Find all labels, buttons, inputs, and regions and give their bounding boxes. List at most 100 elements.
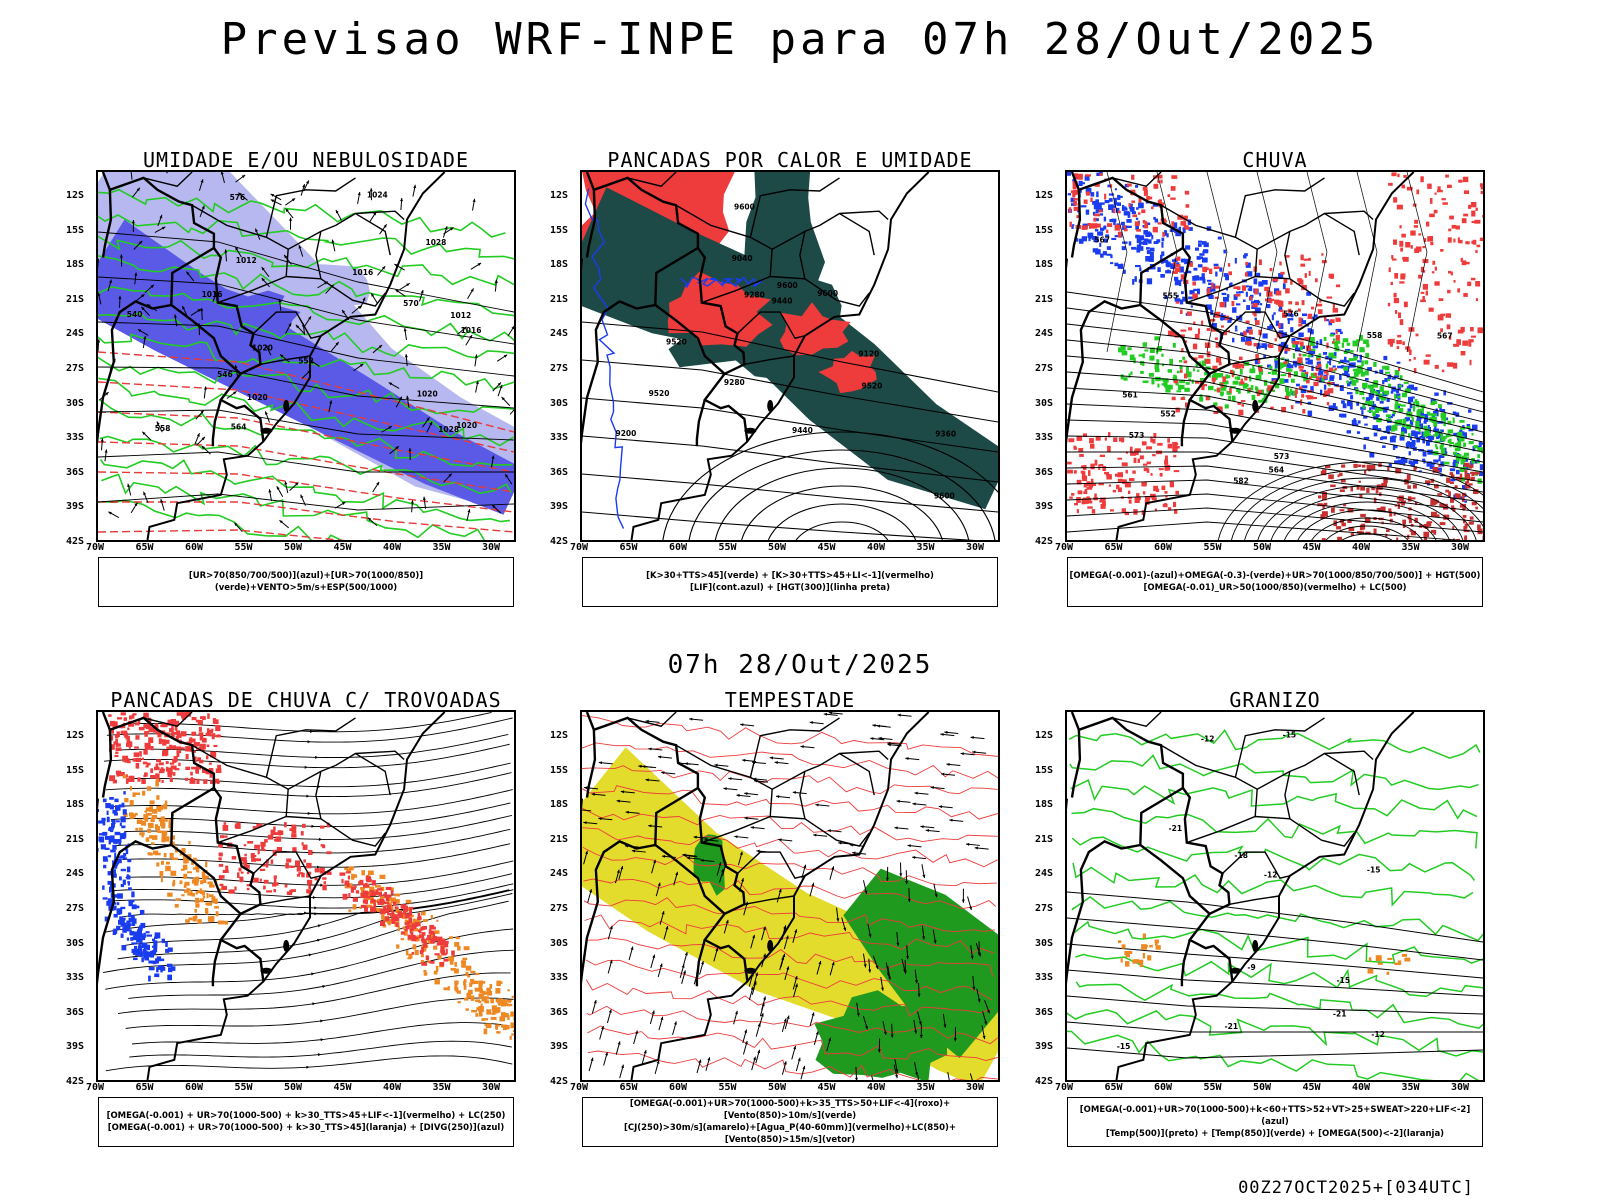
thunderstorm-area — [169, 744, 172, 750]
convective-area — [446, 958, 451, 962]
strong-omega-area — [1172, 342, 1176, 348]
humid-ascent-area — [1210, 318, 1216, 322]
humid-ascent-area — [1181, 348, 1184, 353]
humid-ascent-area — [1353, 463, 1358, 468]
wind-vector-head — [741, 878, 744, 882]
thunderstorm-area — [169, 728, 174, 733]
strong-omega-area — [1417, 408, 1423, 412]
humid-ascent-area — [1171, 175, 1178, 179]
omega-rain-area — [1296, 383, 1300, 387]
hgt500-low-contour — [1325, 525, 1409, 540]
humid-ascent-area — [1298, 323, 1303, 327]
omega-rain-area — [1225, 288, 1228, 291]
latitude-label: 21S — [550, 293, 569, 305]
strong-omega-area — [1362, 382, 1368, 388]
omega-rain-area — [1298, 332, 1304, 338]
contour-value-label: 9360 — [935, 429, 956, 438]
omega-rain-area — [1408, 397, 1412, 404]
convective-area — [389, 898, 394, 902]
humid-ascent-area — [1201, 386, 1205, 391]
humid-ascent-area — [1078, 448, 1084, 452]
divergence-area — [146, 951, 149, 957]
humid-ascent-area — [1090, 197, 1093, 202]
strong-omega-area — [1369, 385, 1374, 392]
wind-vector-head — [794, 983, 798, 988]
omega-rain-area — [1278, 273, 1284, 280]
divergence-area — [133, 931, 138, 938]
humid-ascent-area — [1125, 451, 1128, 454]
omega-rain-area — [1347, 392, 1353, 395]
convective-area — [480, 1006, 484, 1012]
omega-rain-area — [1410, 461, 1415, 467]
thunderstorm-area — [155, 731, 159, 735]
thunderstorm-area — [190, 738, 196, 743]
thunderstorm-area — [110, 744, 115, 750]
thunderstorm-area — [170, 765, 177, 770]
humid-ascent-area — [1108, 484, 1111, 487]
humid-ascent-area — [1283, 361, 1288, 365]
convective-area — [191, 892, 195, 897]
thunderstorm-area — [165, 766, 169, 772]
omega-rain-area — [1254, 317, 1257, 321]
divergence-area — [138, 943, 142, 948]
thunderstorm-area — [135, 722, 140, 726]
wind-vector-head — [673, 1021, 677, 1025]
humid-ascent-area — [1303, 258, 1309, 261]
state-border — [253, 851, 322, 880]
strong-omega-area — [1385, 414, 1391, 418]
wind-vector-head — [161, 226, 166, 230]
humid-ascent-area — [1339, 509, 1345, 512]
contour-value-label: 564 — [1269, 466, 1285, 475]
convective-area — [511, 995, 514, 999]
longitude-label: 70W — [86, 542, 105, 553]
wind-vector-head — [261, 277, 265, 282]
strong-omega-area — [1459, 420, 1465, 423]
thunderstorm-area — [322, 877, 327, 880]
convective-area — [484, 1000, 490, 1004]
omega-rain-area — [1312, 345, 1319, 349]
precipitable-water-contour — [585, 937, 994, 977]
divergence-area — [99, 833, 103, 836]
thunderstorm-area — [430, 926, 436, 930]
thunderstorm-area — [359, 879, 364, 886]
strong-omega-area — [1239, 368, 1243, 375]
thunderstorm-area — [411, 926, 417, 929]
state-border — [744, 895, 795, 905]
temp850-contour — [1075, 981, 1483, 1030]
state-border — [749, 717, 840, 778]
strong-omega-area — [1285, 386, 1289, 392]
thunderstorm-area — [116, 731, 120, 737]
thunderstorm-area — [199, 734, 204, 741]
thunderstorm-area — [113, 741, 118, 745]
thunderstorm-area — [290, 889, 296, 892]
humid-ascent-area — [1117, 478, 1123, 482]
strong-omega-area — [1299, 346, 1303, 350]
omega-rain-area — [1116, 202, 1121, 206]
convective-area — [471, 1010, 477, 1013]
strong-omega-area — [1293, 371, 1298, 377]
wind-vector-head — [598, 761, 603, 765]
wind-vector-head — [800, 745, 804, 749]
country-border — [1139, 843, 1211, 915]
divergence-area — [109, 804, 114, 810]
humid-ascent-area — [1415, 246, 1422, 252]
convective-area — [491, 1012, 496, 1015]
humid-ascent-area — [1430, 502, 1436, 506]
strong-omega-area — [1309, 341, 1315, 346]
omega-rain-area — [1364, 423, 1368, 426]
contour-value-label: -15 — [1117, 1042, 1131, 1051]
convective-area — [404, 930, 408, 936]
humid-ascent-area — [1300, 254, 1304, 261]
humid-ascent-area — [1069, 496, 1073, 499]
strong-omega-area — [1401, 423, 1406, 427]
humid-ascent-area — [1184, 227, 1190, 230]
convective-area — [214, 898, 218, 904]
strong-omega-area — [1154, 363, 1160, 370]
precipitable-water-contour — [585, 979, 992, 1017]
wind-vector-head — [718, 862, 722, 866]
convective-area — [348, 909, 352, 912]
state-border — [839, 752, 875, 796]
wind-vector-head — [905, 881, 909, 885]
humid-ascent-area — [1090, 463, 1095, 470]
thunderstorm-area — [131, 714, 135, 719]
